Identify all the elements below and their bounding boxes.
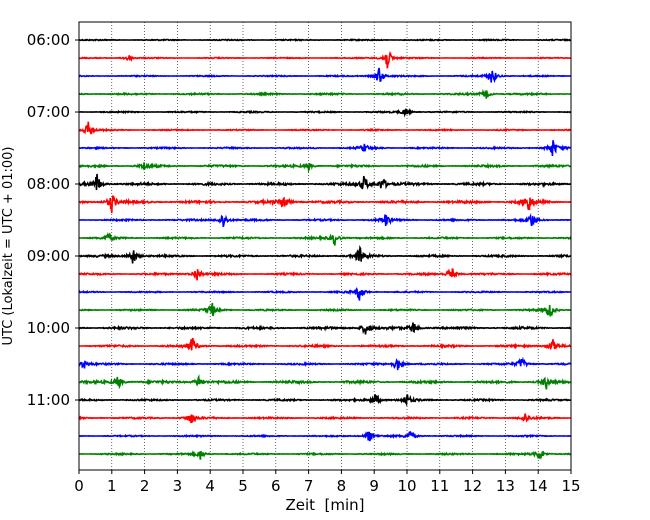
trace-0800: [78, 173, 572, 191]
trace-0830: [78, 213, 572, 227]
trace-0930: [78, 286, 572, 301]
y-tick-label: 11:00: [27, 391, 70, 409]
trace-1100: [78, 393, 572, 407]
trace-0730: [78, 140, 572, 157]
x-tick-label: 11: [430, 477, 449, 495]
x-axis-label: Zeit [min]: [285, 496, 364, 514]
y-tick-label: 10:00: [27, 319, 70, 337]
x-tick-label: 5: [238, 477, 248, 495]
y-tick-label: 06:00: [27, 31, 70, 49]
seismogram-traces: [78, 38, 572, 460]
y-tick-label: 08:00: [27, 175, 70, 193]
x-tick-label: 8: [337, 477, 347, 495]
trace-1145: [79, 450, 571, 460]
x-tick-label: 0: [74, 477, 84, 495]
trace-1115: [78, 413, 572, 424]
trace-0945: [79, 302, 572, 317]
trace-0815: [78, 195, 572, 214]
trace-0845: [78, 231, 572, 246]
trace-1130: [78, 431, 572, 442]
trace-1030: [78, 356, 572, 371]
x-tick-label: 1: [107, 477, 117, 495]
x-tick-label: 15: [561, 477, 580, 495]
x-tick-label: 2: [140, 477, 150, 495]
x-tick-label: 6: [271, 477, 281, 495]
trace-0600: [78, 38, 572, 42]
x-tick-label: 10: [397, 477, 416, 495]
trace-0615: [78, 50, 572, 69]
x-tick-label: 13: [496, 477, 515, 495]
plot-frame: [78, 21, 572, 471]
trace-1000: [78, 322, 572, 335]
x-tick-label: 3: [173, 477, 183, 495]
y-axis-label: UTC (Lokalzeit = UTC + 01:00): [1, 147, 16, 346]
x-tick-label: 14: [529, 477, 548, 495]
trace-0900: [79, 244, 572, 264]
y-tick-label: 07:00: [27, 103, 70, 121]
x-tick-label: 4: [205, 477, 215, 495]
trace-1045: [78, 373, 572, 390]
trace-0630: [78, 67, 571, 84]
x-tick-label: 12: [463, 477, 482, 495]
x-tick-label: 7: [304, 477, 314, 495]
trace-0745: [78, 162, 572, 174]
y-tick-label: 09:00: [27, 247, 70, 265]
y-axis-ticks: 06:00 07:00 08:00 09:00 10:00 11:00: [27, 31, 79, 409]
x-tick-label: 9: [369, 477, 379, 495]
x-axis-ticks: 0 1 2 3 4 5 6 7 8 9 10 11 12 13 14 15: [74, 470, 581, 495]
trace-0700: [78, 107, 572, 118]
trace-0715: [78, 121, 572, 135]
trace-1015: [78, 337, 572, 351]
trace-0915: [78, 268, 572, 281]
trace-0645: [78, 88, 572, 99]
